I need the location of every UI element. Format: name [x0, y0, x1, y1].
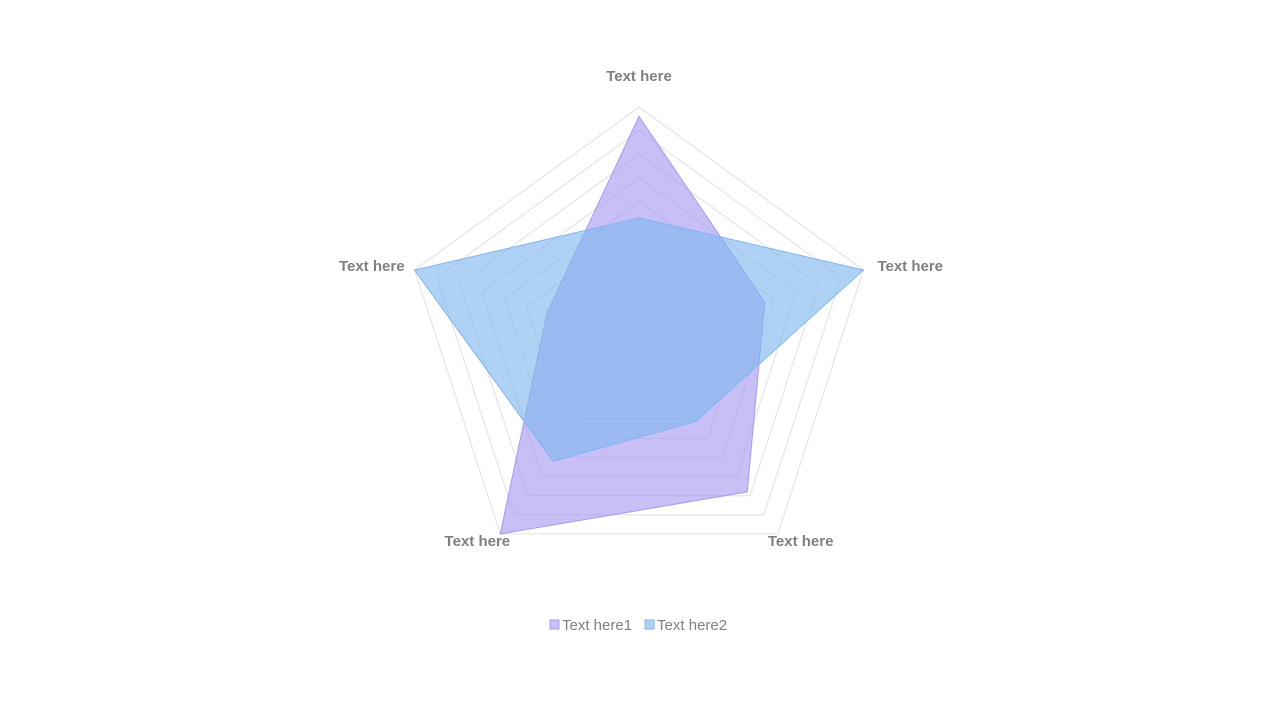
axis-label: Text here: [445, 533, 511, 550]
legend-swatch: [644, 619, 655, 630]
grid-ring: [413, 106, 865, 535]
legend-label: Text here2: [657, 617, 727, 634]
axis-label: Text here: [339, 258, 405, 275]
grid-ring: [436, 129, 842, 516]
legend-label: Text here1: [562, 617, 632, 634]
axis-label: Text here: [768, 533, 834, 550]
axis-label: Text here: [606, 68, 672, 85]
series-area: [413, 217, 865, 462]
legend-swatch: [549, 619, 560, 630]
axis-label: Text here: [877, 258, 943, 275]
